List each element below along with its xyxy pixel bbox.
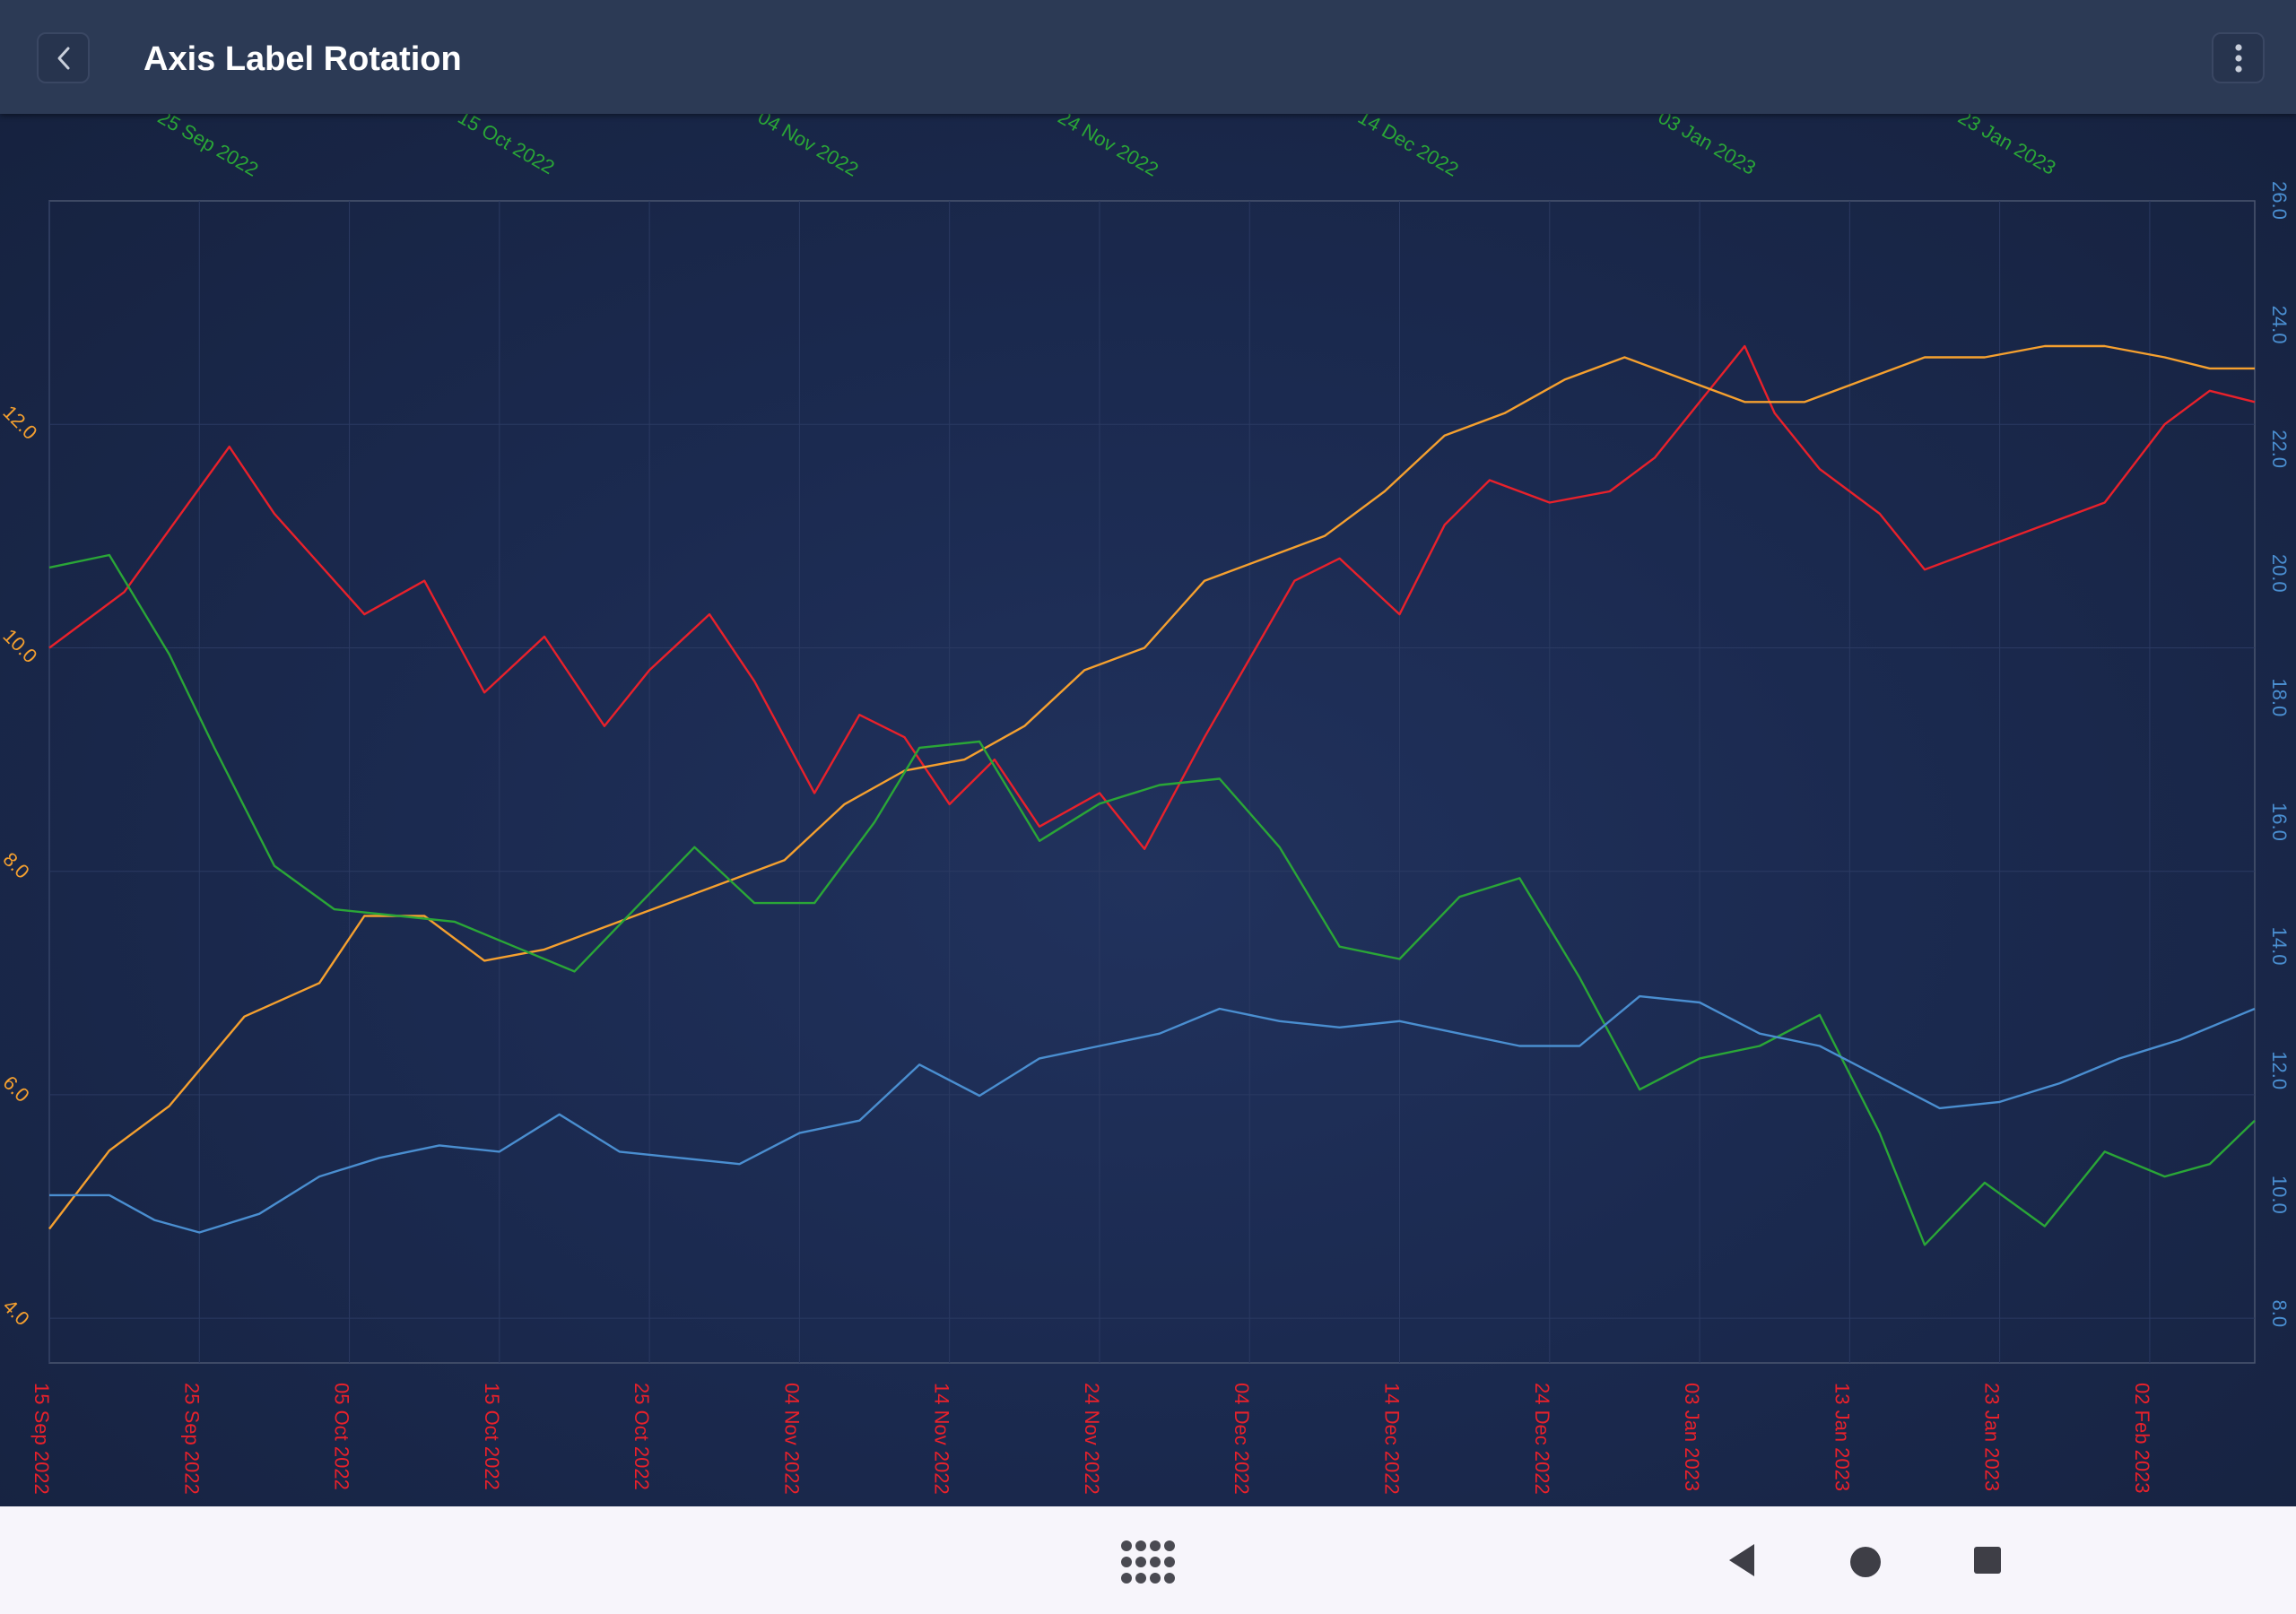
- x-tick-label: 02 Feb 2023: [2131, 1383, 2153, 1494]
- x-tick-label: 14 Dec 2022: [1381, 1383, 1404, 1495]
- y-right-tick-label: 24.0: [2268, 306, 2291, 344]
- app-bar: Axis Label Rotation: [0, 0, 2296, 114]
- home-circle-icon[interactable]: [1849, 1546, 1882, 1578]
- series-line-3: [49, 994, 2256, 1234]
- plot-frame: [48, 200, 2256, 1364]
- series-line-0: [48, 344, 2256, 850]
- x-tick-label: 03 Jan 2023: [1681, 1383, 1703, 1491]
- x-top-tick-label: 23 Jan 2023: [1954, 114, 2059, 179]
- y-right-tick-label: 16.0: [2268, 803, 2291, 841]
- apps-grid-icon[interactable]: [1119, 1537, 1177, 1594]
- more-options-button[interactable]: [2212, 32, 2265, 83]
- x-tick-label: 13 Jan 2023: [1831, 1383, 1853, 1491]
- x-tick-label: 24 Dec 2022: [1531, 1383, 1553, 1495]
- x-tick-label: 05 Oct 2022: [331, 1383, 353, 1490]
- page-title: Axis Label Rotation: [144, 40, 462, 78]
- x-top-tick-label: 03 Jan 2023: [1655, 114, 1760, 179]
- y-left-tick-label: 8.0: [0, 848, 34, 883]
- x-top-tick-label: 24 Nov 2022: [1054, 114, 1162, 181]
- x-tick-label: 23 Jan 2023: [1981, 1383, 2004, 1491]
- series-line-1: [48, 344, 2255, 1230]
- x-tick-label: 24 Nov 2022: [1081, 1383, 1103, 1495]
- y-right-tick-label: 14.0: [2268, 927, 2291, 966]
- y-left-tick-label: 10.0: [0, 624, 41, 667]
- x-tick-label: 15 Sep 2022: [30, 1383, 53, 1495]
- more-vertical-icon: [2234, 43, 2242, 73]
- x-top-tick-label: 25 Sep 2022: [154, 114, 263, 181]
- y-right-tick-label: 18.0: [2268, 678, 2291, 716]
- line-chart[interactable]: 15 Sep 2022 25 Sep 2022 05 Oct 2022 15 Oct …: [0, 114, 2296, 1506]
- series-line-2: [48, 553, 2256, 1246]
- system-nav-bar: [0, 1506, 2296, 1614]
- y-right-tick-label: 22.0: [2268, 430, 2291, 468]
- recents-square-icon[interactable]: [1973, 1546, 2002, 1575]
- x-top-tick-label: 04 Nov 2022: [754, 114, 863, 181]
- y-right-tick-label: 8.0: [2268, 1299, 2291, 1327]
- x-tick-label: 25 Sep 2022: [180, 1383, 203, 1495]
- x-tick-label: 25 Oct 2022: [631, 1383, 653, 1490]
- back-button[interactable]: [37, 32, 90, 83]
- y-left-tick-label: 6.0: [0, 1072, 34, 1106]
- x-tick-label: 04 Dec 2022: [1231, 1383, 1253, 1495]
- y-right-tick-label: 20.0: [2268, 554, 2291, 593]
- x-top-tick-label: 14 Dec 2022: [1354, 114, 1463, 181]
- y-right-tick-label: 12.0: [2268, 1051, 2291, 1089]
- y-right-tick-label: 10.0: [2268, 1176, 2291, 1214]
- y-left-tick-label: 12.0: [0, 401, 41, 444]
- y-left-tick-label: 4.0: [0, 1295, 34, 1330]
- x-top-tick-label: 15 Oct 2022: [454, 114, 558, 178]
- x-tick-label: 15 Oct 2022: [481, 1383, 503, 1490]
- x-tick-label: 14 Nov 2022: [931, 1383, 953, 1495]
- x-tick-label: 04 Nov 2022: [780, 1383, 803, 1495]
- chart-area[interactable]: 15 Sep 2022 25 Sep 2022 05 Oct 2022 15 Oct …: [0, 114, 2296, 1506]
- chevron-left-icon: [57, 47, 69, 69]
- back-triangle-icon[interactable]: [1726, 1542, 1758, 1578]
- y-right-tick-label: 26.0: [2268, 181, 2291, 220]
